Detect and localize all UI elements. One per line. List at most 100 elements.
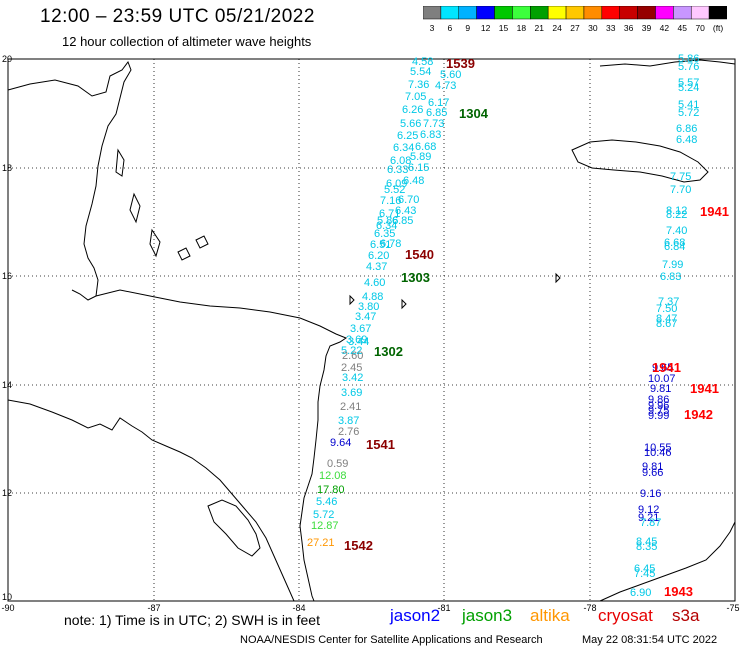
wave-height-label: 5.22 (341, 345, 362, 357)
footer-note: note: 1) Time is in UTC; 2) SWH is in fe… (64, 612, 320, 628)
pass-time-label: 1304 (459, 106, 489, 121)
wave-height-label: 6.08 (390, 155, 411, 167)
wave-height-label: 5.66 (400, 118, 421, 130)
scale-label: 9 (465, 23, 470, 33)
honduras-coast (95, 289, 348, 602)
pass-time-label: 1942 (684, 407, 713, 422)
y-axis-labels: 20 18 16 14 12 10 (2, 54, 12, 602)
scale-label: 39 (642, 23, 652, 33)
wave-height-label: 7.40 (666, 225, 687, 237)
scale-label: 6 (447, 23, 452, 33)
y-tick-label: 12 (2, 488, 12, 498)
credit-text: NOAA/NESDIS Center for Satellite Applica… (240, 634, 543, 646)
wave-height-label: 12.87 (311, 520, 339, 532)
wave-height-label: 7.36 (408, 79, 429, 91)
scale-label: 3 (430, 23, 435, 33)
wave-height-label: 6.35 (374, 228, 395, 240)
wave-height-label: 4.73 (435, 80, 456, 92)
x-tick-label: -78 (583, 603, 596, 613)
wave-height-label: 6.90 (630, 587, 651, 599)
wave-height-label: 12.08 (319, 470, 347, 482)
wave-height-label: 5.60 (440, 69, 461, 81)
nicaragua-lake (207, 499, 261, 557)
wave-height-label: 9.64 (330, 437, 351, 449)
map-frame (7, 58, 736, 602)
wave-height-label: 3.47 (355, 311, 376, 323)
legend-altika: altika (530, 606, 570, 625)
wave-height-label: 6.70 (398, 194, 419, 206)
wave-height-label: 7.87 (640, 517, 661, 529)
wave-height-label: 3.69 (341, 387, 362, 399)
wave-height-label: 0.59 (327, 458, 348, 470)
wave-height-label: 6.84 (664, 241, 685, 253)
wave-height-label: 7.45 (634, 568, 655, 580)
wave-height-label: 3.80 (358, 301, 379, 313)
timestamp-text: May 22 08:31:54 UTC 2022 (582, 634, 718, 646)
pass-time-label: 1542 (344, 538, 373, 553)
wave-height-label: 5.46 (316, 496, 337, 508)
graticule (8, 59, 735, 601)
scale-label: 33 (606, 23, 616, 33)
wave-height-label: 4.60 (364, 277, 385, 289)
x-tick-label: -90 (1, 603, 14, 613)
wave-height-label: 7.70 (670, 184, 691, 196)
wave-height-label: 10.55 (644, 442, 672, 454)
wave-height-label: 6.34 (393, 142, 414, 154)
pass-time-label: 1539 (446, 56, 475, 71)
pass-time-label: 1941 (652, 360, 681, 375)
legend-s3a: s3a (672, 606, 700, 625)
scale-label: 30 (588, 23, 598, 33)
yucatan-coast (7, 60, 132, 301)
pass-time-label: 1303 (401, 270, 430, 285)
wave-height-label: 9.75 (648, 405, 669, 417)
jamaica (571, 139, 709, 183)
page-subtitle: 12 hour collection of altimeter wave hei… (62, 34, 312, 49)
wave-height-label: 6.20 (368, 250, 389, 262)
wave-height-label: 5.57 (678, 77, 699, 89)
pass-time-label: 1941 (690, 381, 719, 396)
wave-height-label: 8.35 (636, 541, 657, 553)
wave-height-label: 6.45 (634, 563, 655, 575)
wave-height-label: 2.41 (340, 401, 361, 413)
bay-islands (177, 235, 209, 261)
scale-label: 45 (678, 23, 688, 33)
wave-height-label: 5.89 (410, 151, 431, 163)
wave-height-label: 6.85 (392, 215, 413, 227)
wave-height-label: 6.26 (402, 104, 423, 116)
y-tick-label: 18 (2, 163, 12, 173)
coastline (7, 59, 736, 602)
scale-label: 24 (552, 23, 562, 33)
y-tick-label: 14 (2, 380, 12, 390)
pass-time-label: 1941 (700, 204, 729, 219)
wave-height-label: 6.51 (370, 239, 391, 251)
wave-height-label: 6.78 (380, 238, 401, 250)
hispaniola-coast (599, 59, 736, 67)
wave-height-label: 6.68 (664, 237, 685, 249)
wave-height-label: 4.58 (412, 56, 433, 68)
wave-height-label: 5.72 (313, 509, 334, 521)
wave-height-label: 6.25 (397, 130, 418, 142)
pass-time-label: 1540 (405, 247, 434, 262)
wave-height-label: 2.76 (338, 426, 359, 438)
honduras-small-islands (349, 272, 561, 310)
wave-height-label: 3.44 (348, 336, 369, 348)
wave-height-label: 6.68 (415, 141, 436, 153)
scale-label: 27 (570, 23, 580, 33)
scale-label: 42 (660, 23, 670, 33)
wave-height-label: 6.33 (387, 164, 408, 176)
wave-height-label: 7.73 (423, 118, 444, 130)
legend-jason2: jason2 (390, 606, 441, 625)
wave-height-label: 6.17 (428, 97, 449, 109)
wave-height-label: 27.21 (307, 537, 335, 549)
x-axis-labels: -90 -87 -84 -81 -78 -75 (1, 603, 739, 613)
wave-height-label: 9.65 (652, 362, 673, 374)
wave-height-label: 4.37 (366, 261, 387, 273)
x-tick-label: -84 (292, 603, 305, 613)
pass-time-label: 1541 (366, 437, 395, 452)
wave-height-label: 7.05 (405, 91, 426, 103)
y-tick-label: 20 (2, 54, 12, 64)
wave-height-label: 8.22 (666, 209, 687, 221)
scale-label: 21 (535, 23, 545, 33)
legend-jason3: jason3 (462, 606, 513, 625)
